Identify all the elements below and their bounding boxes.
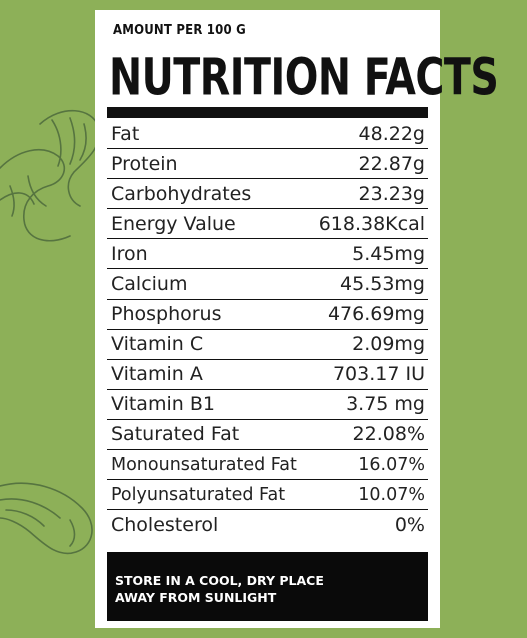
nutrient-value: 48.22g bbox=[358, 122, 425, 145]
storage-notice-line: STORE IN A COOL, DRY PLACE bbox=[115, 573, 324, 588]
nutrient-name: Phosphorus bbox=[111, 303, 222, 326]
nutrient-value: 618.38Kcal bbox=[318, 212, 425, 235]
nutrient-name: Cholesterol bbox=[111, 514, 219, 537]
nutrient-name: Iron bbox=[111, 242, 148, 265]
nutrient-name: Vitamin B1 bbox=[111, 393, 215, 416]
nutrient-row: Vitamin B1 3.75 mg bbox=[107, 390, 428, 420]
nutrient-name: Calcium bbox=[111, 273, 188, 296]
panel-title: NUTRITION FACTS bbox=[109, 48, 499, 108]
nutrient-value: 16.07% bbox=[358, 454, 425, 475]
nutrient-name: Carbohydrates bbox=[111, 182, 252, 205]
nutrient-name: Monounsaturated Fat bbox=[111, 454, 297, 475]
nutrient-value: 476.69mg bbox=[327, 303, 425, 326]
nutrient-name: Polyunsaturated Fat bbox=[111, 484, 286, 505]
nutrient-row: Cholesterol 0% bbox=[107, 510, 428, 540]
nutrient-row: Monounsaturated Fat 16.07% bbox=[107, 450, 428, 481]
nutrient-row: Fat 48.22g bbox=[107, 119, 428, 150]
nutrient-name: Energy Value bbox=[111, 212, 236, 235]
nutrient-table: Fat 48.22g Protein 22.87g Carbohydrates 23.… bbox=[107, 119, 428, 540]
title-divider bbox=[107, 107, 428, 118]
nutrient-row: Vitamin A 703.17 IU bbox=[107, 360, 428, 390]
nutrient-row: Vitamin C 2.09mg bbox=[107, 330, 428, 360]
nutrient-name: Vitamin C bbox=[111, 333, 204, 356]
nutrient-row: Energy Value 618.38Kcal bbox=[107, 209, 428, 240]
nutrient-value: 703.17 IU bbox=[332, 363, 425, 386]
nutrient-row: Carbohydrates 23.23g bbox=[107, 179, 428, 210]
nutrient-value: 0% bbox=[394, 514, 425, 537]
nutrient-value: 23.23g bbox=[358, 182, 425, 205]
nutrient-value: 5.45mg bbox=[352, 242, 425, 265]
nutrient-value: 3.75 mg bbox=[346, 393, 425, 416]
serving-size-label: AMOUNT PER 100 G bbox=[113, 23, 246, 38]
cashew-sketch-icon bbox=[0, 482, 93, 555]
storage-notice-line: AWAY FROM SUNLIGHT bbox=[115, 590, 277, 605]
nutrient-row: Iron 5.45mg bbox=[107, 239, 428, 270]
nutrient-value: 2.09mg bbox=[352, 333, 425, 356]
nutrient-name: Vitamin A bbox=[111, 363, 203, 386]
storage-notice: STORE IN A COOL, DRY PLACE AWAY FROM SUN… bbox=[107, 552, 428, 621]
cashew-sketch-icon bbox=[0, 109, 100, 242]
nutrient-value: 45.53mg bbox=[340, 273, 425, 296]
nutrient-row: Saturated Fat 22.08% bbox=[107, 420, 428, 451]
nutrient-value: 22.87g bbox=[358, 152, 425, 175]
nutrient-row: Phosphorus 476.69mg bbox=[107, 300, 428, 330]
nutrition-facts-panel: AMOUNT PER 100 G NUTRITION FACTS Fat 48.2… bbox=[95, 10, 499, 628]
nutrient-name: Saturated Fat bbox=[111, 423, 240, 446]
nutrient-row: Protein 22.87g bbox=[107, 149, 428, 180]
nutrient-value: 10.07% bbox=[358, 484, 425, 505]
nutrient-name: Protein bbox=[111, 152, 178, 175]
nutrient-row: Polyunsaturated Fat 10.07% bbox=[107, 480, 428, 511]
nutrient-row: Calcium 45.53mg bbox=[107, 269, 428, 300]
nutrient-name: Fat bbox=[111, 122, 140, 145]
nutrient-value: 22.08% bbox=[352, 423, 425, 446]
